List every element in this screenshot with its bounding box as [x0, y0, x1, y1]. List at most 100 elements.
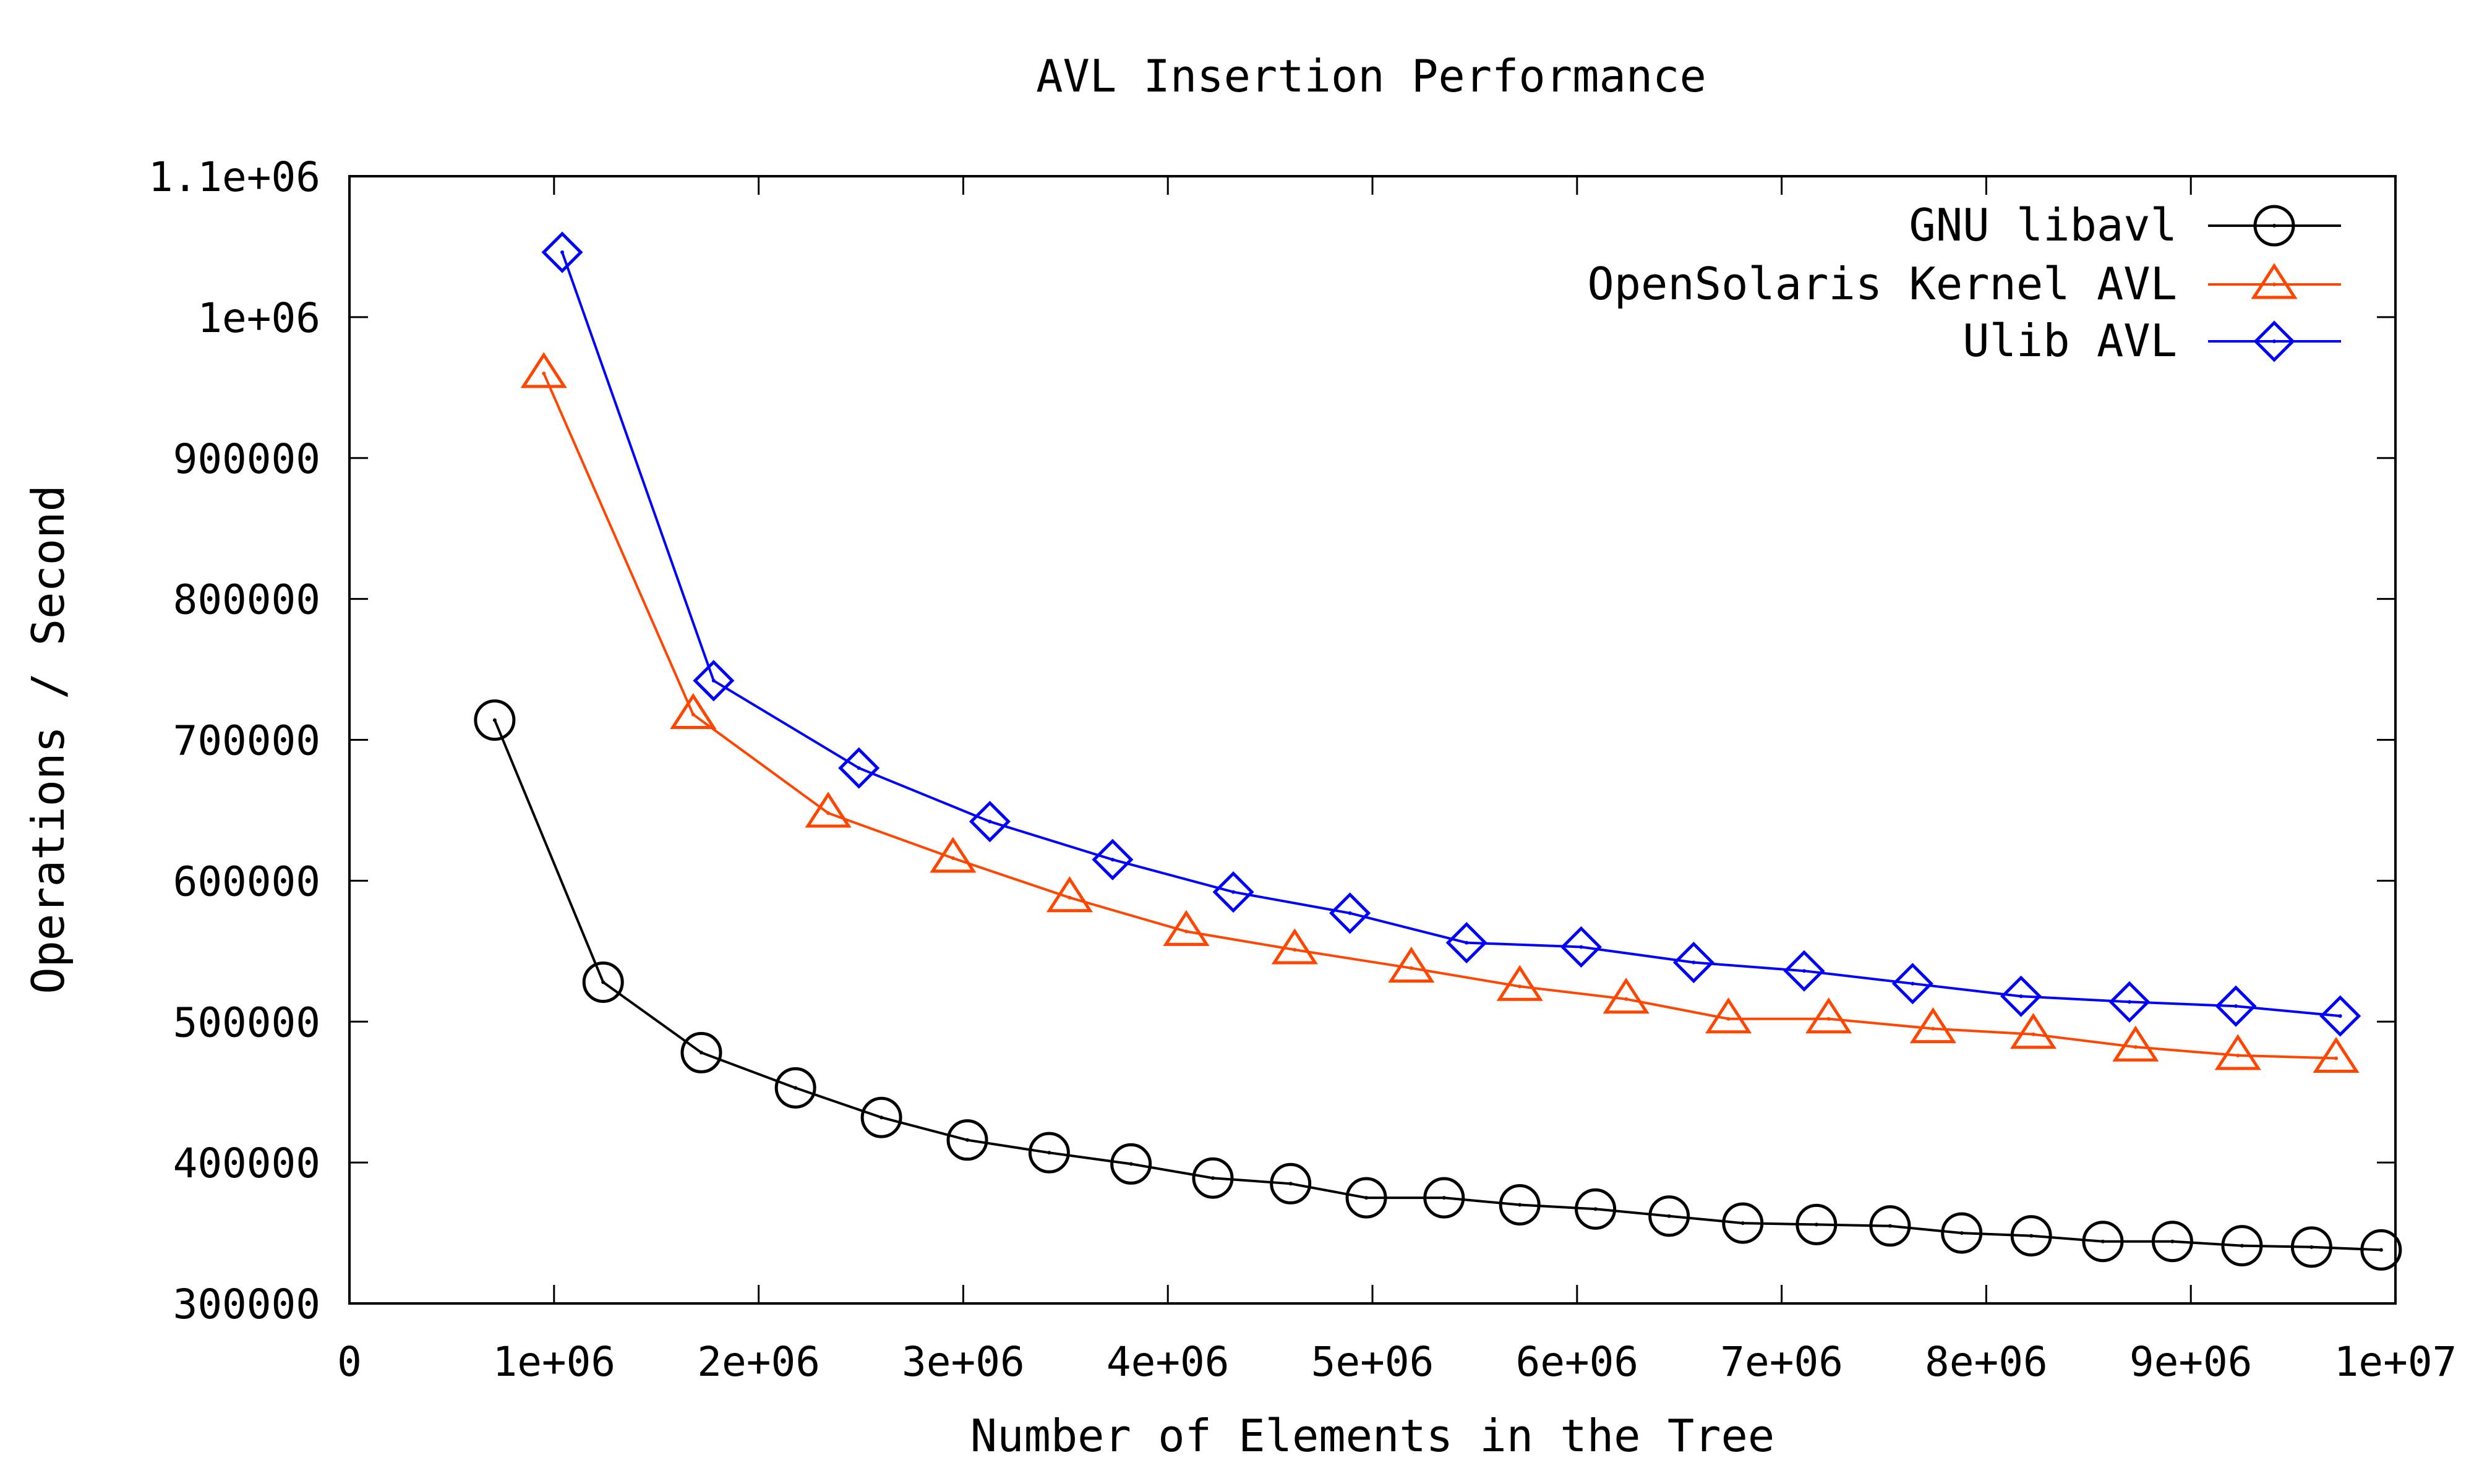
- x-tick-label: 2e+06: [697, 1338, 820, 1386]
- data-point-center-gnu-libavl: [1288, 1182, 1293, 1186]
- data-point-gnu-libavl: [474, 699, 516, 741]
- data-point-center-gnu-libavl: [1442, 1196, 1446, 1200]
- data-point-center-ulib-avl: [1465, 940, 1469, 945]
- data-point-center-opensolaris-kernel-avl: [1826, 1017, 1831, 1021]
- data-point-center-opensolaris-kernel-avl: [826, 811, 831, 815]
- data-point-center-opensolaris-kernel-avl: [1293, 948, 1297, 952]
- data-point-center-ulib-avl: [1911, 981, 1915, 986]
- data-point-opensolaris-kernel-avl: [1046, 876, 1094, 913]
- x-tick-label: 0: [337, 1338, 362, 1386]
- data-point-gnu-libavl: [1869, 1205, 1911, 1247]
- data-point-center-gnu-libavl: [699, 1051, 703, 1055]
- data-point-center-gnu-libavl: [965, 1138, 970, 1142]
- data-point-center-gnu-libavl: [1593, 1207, 1598, 1211]
- data-point-gnu-libavl: [2082, 1221, 2124, 1263]
- series-line-ulib-avl: [561, 252, 2340, 1018]
- data-point-center-gnu-libavl: [1364, 1196, 1369, 1200]
- data-point-ulib-avl: [1560, 926, 1602, 968]
- data-point-center-gnu-libavl: [2240, 1243, 2244, 1248]
- legend-marker-center-ulib-avl: [2272, 339, 2276, 343]
- x-tick-label: 1e+07: [2334, 1338, 2457, 1386]
- data-point-ulib-avl: [1445, 922, 1487, 964]
- data-point-opensolaris-kernel-avl: [805, 791, 852, 828]
- x-tick-label: 4e+06: [1106, 1338, 1230, 1386]
- data-point-opensolaris-kernel-avl: [2214, 1034, 2261, 1070]
- data-point-center-gnu-libavl: [2309, 1245, 2314, 1249]
- data-point-center-gnu-libavl: [1047, 1151, 1051, 1155]
- legend-marker-gnu-libavl: [2253, 205, 2295, 247]
- data-point-gnu-libavl: [1499, 1183, 1541, 1226]
- data-point-center-gnu-libavl: [1667, 1214, 1671, 1218]
- legend-label-opensolaris-kernel-avl: OpenSolaris Kernel AVL: [1587, 258, 2177, 310]
- data-point-center-gnu-libavl: [1740, 1221, 1745, 1226]
- data-point-opensolaris-kernel-avl: [1388, 947, 1435, 983]
- data-point-center-opensolaris-kernel-avl: [2334, 1056, 2339, 1060]
- data-point-opensolaris-kernel-avl: [1603, 978, 1650, 1014]
- data-point-center-gnu-libavl: [2379, 1248, 2383, 1252]
- data-point-ulib-avl: [541, 231, 583, 273]
- x-tick-label: 7e+06: [1720, 1338, 1843, 1386]
- data-point-center-ulib-avl: [2338, 1014, 2342, 1018]
- data-point-gnu-libavl: [1423, 1177, 1465, 1219]
- data-point-center-opensolaris-kernel-avl: [1184, 929, 1188, 934]
- data-point-ulib-avl: [2000, 975, 2042, 1017]
- data-point-center-gnu-libavl: [794, 1086, 798, 1090]
- data-point-center-ulib-avl: [1348, 911, 1352, 915]
- plot-frame: [348, 175, 2397, 1305]
- legend-marker-opensolaris-kernel-avl: [2251, 263, 2298, 299]
- data-point-center-ulib-avl: [1692, 960, 1696, 965]
- data-point-center-gnu-libavl: [1518, 1203, 1522, 1207]
- data-point-center-opensolaris-kernel-avl: [1518, 984, 1522, 989]
- data-point-opensolaris-kernel-avl: [1163, 910, 1210, 946]
- y-axis-label: Operations / Second: [22, 485, 74, 994]
- data-point-gnu-libavl: [2360, 1229, 2402, 1271]
- data-point-gnu-libavl: [1575, 1188, 1617, 1230]
- data-point-center-ulib-avl: [711, 678, 716, 683]
- legend-marker-ulib-avl: [2253, 320, 2295, 362]
- data-point-gnu-libavl: [582, 961, 624, 1003]
- data-point-center-gnu-libavl: [1959, 1231, 1964, 1235]
- data-point-gnu-libavl: [2151, 1221, 2193, 1263]
- data-point-opensolaris-kernel-avl: [1909, 1007, 1956, 1044]
- data-point-center-gnu-libavl: [601, 980, 606, 984]
- data-point-center-ulib-avl: [2019, 994, 2023, 999]
- data-point-center-opensolaris-kernel-avl: [2031, 1032, 2035, 1036]
- data-point-center-opensolaris-kernel-avl: [2236, 1053, 2240, 1057]
- data-point-opensolaris-kernel-avl: [1805, 997, 1852, 1034]
- x-tick-label: 8e+06: [1925, 1338, 2048, 1386]
- data-point-gnu-libavl: [1110, 1143, 1152, 1185]
- data-point-gnu-libavl: [774, 1067, 816, 1109]
- data-point-center-gnu-libavl: [2029, 1234, 2034, 1238]
- x-tick-label: 5e+06: [1311, 1338, 1434, 1386]
- data-point-center-opensolaris-kernel-avl: [1931, 1026, 1935, 1031]
- x-tick-label: 3e+06: [902, 1338, 1025, 1386]
- x-tick-label: 6e+06: [1515, 1338, 1638, 1386]
- data-point-gnu-libavl: [2290, 1226, 2332, 1268]
- y-tick-label: 300000: [173, 1281, 320, 1328]
- data-point-ulib-avl: [1672, 942, 1714, 984]
- data-point-opensolaris-kernel-avl: [1496, 965, 1543, 1001]
- x-axis-label: Number of Elements in the Tree: [970, 1410, 1774, 1462]
- data-point-center-ulib-avl: [857, 766, 861, 770]
- data-point-gnu-libavl: [680, 1031, 722, 1073]
- data-point-center-ulib-avl: [1579, 945, 1583, 949]
- data-point-gnu-libavl: [1270, 1162, 1312, 1205]
- data-point-center-opensolaris-kernel-avl: [1624, 997, 1629, 1001]
- x-tick-label: 9e+06: [2129, 1338, 2253, 1386]
- y-tick-label: 600000: [173, 858, 320, 905]
- data-point-ulib-avl: [969, 801, 1011, 843]
- data-point-ulib-avl: [2108, 981, 2151, 1023]
- chart-title: AVL Insertion Performance: [1036, 50, 1706, 102]
- data-point-ulib-avl: [1212, 871, 1254, 913]
- data-point-opensolaris-kernel-avl: [2112, 1025, 2159, 1062]
- legend-label-ulib-avl: Ulib AVL: [1963, 315, 2177, 367]
- data-point-ulib-avl: [693, 660, 735, 702]
- data-point-ulib-avl: [1891, 963, 1933, 1005]
- y-tick-label: 1e+06: [197, 294, 320, 342]
- data-point-opensolaris-kernel-avl: [2010, 1013, 2057, 1049]
- data-point-opensolaris-kernel-avl: [930, 837, 977, 873]
- data-point-ulib-avl: [1092, 838, 1134, 881]
- data-point-center-gnu-libavl: [1129, 1162, 1133, 1166]
